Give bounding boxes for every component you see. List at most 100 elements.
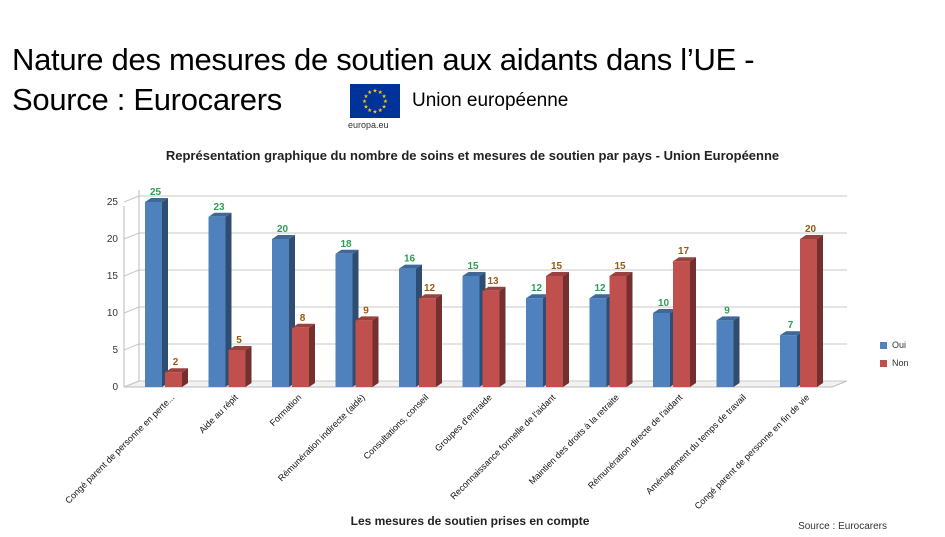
y-tick-label: 20 [107,234,119,245]
bar-non [546,276,563,387]
eu-star: ★ [378,90,383,96]
bar-oui [589,298,607,387]
bar-side-non [309,323,315,387]
bar-oui [462,276,480,387]
bar-oui [399,268,416,387]
eu-logo: ★ ★ ★ ★ ★ ★ ★ ★ ★ ★ ★ ★ europa.eu Union européenne [348,84,598,134]
bar-top-oui [208,212,232,217]
eu-star: ★ [382,104,387,110]
eu-star: ★ [367,108,372,114]
legend-item: Oui [880,336,909,354]
gridline-side [123,269,140,277]
bar-side-non [182,368,188,387]
bar-top-oui [272,235,295,239]
bar-side-oui [162,198,168,387]
data-label-non: 12 [424,283,436,294]
eu-logo-name: Union européenne [412,90,569,111]
bar-side-non [563,272,569,387]
x-axis-title: Les mesures de soutien prises en compte [350,514,590,528]
bar-oui [335,253,353,387]
bar-top-oui [335,249,359,254]
data-label-non: 15 [614,261,626,272]
bar-oui [653,313,670,387]
slide-title-line2: Source : Eurocarers [12,82,282,117]
slide-title: Nature des mesures de soutien aux aidant… [12,40,755,120]
bar-top-oui [399,264,422,269]
source-note: Source : Eurocarers [798,521,887,532]
data-label-non: 15 [551,261,563,272]
gridline-side [123,306,140,314]
bar-non [609,276,627,387]
bar-side-non [817,235,823,387]
bar-top-oui [589,294,613,299]
bar-oui [716,320,734,387]
bar-non [355,320,373,387]
gridline-side [123,343,140,351]
x-tick-label: Aide au répit [197,392,240,435]
bar-top-oui [716,316,740,321]
bar-top-non [546,272,569,276]
gridline-side [123,232,140,240]
data-label-oui: 12 [594,283,606,294]
bar-top-oui [145,198,168,202]
bar-top-non [673,257,696,262]
x-tick-label: Groupes d'entraide [433,392,494,453]
bar-top-non [355,316,379,321]
bar-non [165,372,182,387]
bar-non [419,298,436,387]
y-tick-label: 10 [107,308,119,319]
data-label-oui: 23 [213,202,225,213]
x-tick-label: Reconnaissance formelle de l'aidant [448,392,557,501]
data-label-oui: 10 [658,298,670,309]
chart-legend: Oui Non [880,336,909,372]
x-tick-label: Formation [268,392,304,428]
data-label-non: 2 [173,357,179,368]
bar-non [292,327,309,387]
data-label-oui: 20 [277,224,289,235]
bar-side-oui [225,212,232,387]
bar-top-non [609,272,633,276]
bar-oui [526,298,543,387]
bar-top-non [419,294,442,299]
legend-swatch [880,341,887,349]
y-tick-label: 15 [107,271,119,282]
data-label-oui: 25 [150,187,162,198]
bar-non [482,290,500,387]
eu-star: ★ [383,99,388,105]
bar-side-non [626,272,633,387]
data-label-non: 20 [805,224,817,235]
bar-top-non [482,286,506,291]
legend-label: Oui [892,340,907,350]
slide-title-line1: Nature des mesures de soutien aux aidant… [12,42,755,77]
eu-star: ★ [367,90,372,96]
data-label-non: 8 [300,313,306,324]
eu-star: ★ [382,94,387,100]
bar-oui [780,335,797,387]
bar-top-non [292,323,315,328]
x-tick-label: Congé parent de personne en perte... [63,392,176,505]
eu-star: ★ [373,110,378,116]
bar-oui [145,202,162,387]
data-label-non: 5 [236,335,242,346]
bar-side-non [436,294,442,387]
bar-oui [272,239,289,387]
legend-label: Non [892,358,909,368]
bar-top-non [165,368,188,373]
data-label-non: 9 [363,305,369,316]
bar-side-non [372,316,379,387]
data-label-oui: 18 [340,239,352,250]
legend-swatch [880,359,887,367]
eu-star: ★ [363,94,368,100]
bar-top-oui [462,272,486,276]
gridline-side [123,195,140,203]
data-label-non: 13 [487,276,499,287]
eu-logo-caption: europa.eu [348,120,389,130]
legend-item: Non [880,354,909,372]
bar-top-non [228,346,252,350]
bar-top-oui [780,331,803,336]
eu-star: ★ [373,89,378,95]
bar-non [800,239,817,387]
bar-top-oui [526,294,549,299]
data-label-oui: 15 [467,261,479,272]
